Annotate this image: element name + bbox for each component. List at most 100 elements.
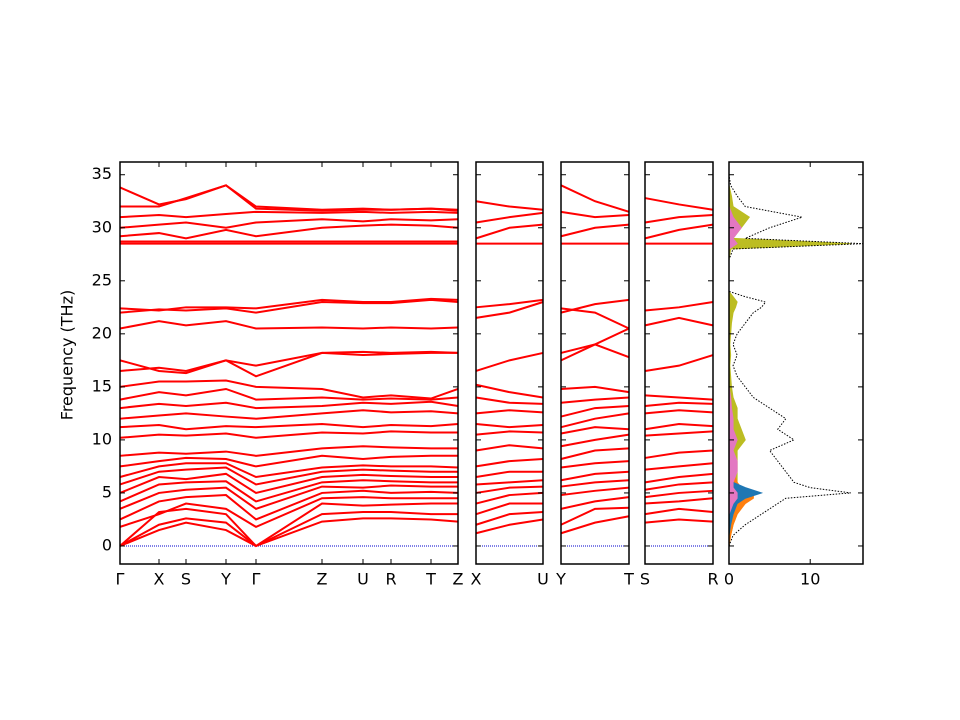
- band: [119, 184, 459, 212]
- band: [560, 412, 630, 429]
- panel-frame: [119, 161, 459, 565]
- y-tick-label: 25: [92, 270, 112, 289]
- band: [560, 298, 630, 314]
- band: [119, 320, 459, 330]
- band: [644, 354, 714, 372]
- band: [119, 298, 459, 314]
- band: [119, 379, 459, 400]
- band: [119, 484, 458, 510]
- y-tick-label: 10: [92, 429, 112, 448]
- band: [119, 502, 458, 548]
- band: [560, 223, 630, 238]
- total-dos: [728, 174, 864, 547]
- x-tick-label: Z: [453, 570, 464, 589]
- band: [644, 430, 714, 437]
- x-tick-label: X: [154, 570, 165, 589]
- band: [475, 491, 544, 505]
- band: [560, 307, 630, 330]
- y-tick-label: 35: [92, 164, 112, 183]
- band: [644, 401, 714, 407]
- band: [644, 316, 714, 327]
- x-tick-label: 10: [800, 570, 820, 589]
- band: [560, 515, 630, 535]
- band: [475, 485, 544, 494]
- band: [475, 430, 544, 436]
- band: [560, 486, 630, 497]
- band: [119, 496, 458, 528]
- band: [560, 210, 630, 219]
- x-tick-label: Y: [555, 570, 566, 589]
- band: [475, 502, 543, 516]
- band: [560, 404, 630, 418]
- x-tick-label: T: [623, 570, 634, 589]
- band: [119, 466, 458, 486]
- band: [119, 454, 458, 468]
- band: [475, 422, 544, 429]
- band: [475, 479, 544, 486]
- band: [475, 511, 544, 526]
- band: [644, 394, 714, 401]
- x-tick-label: X: [471, 570, 482, 589]
- x-tick-label: R: [707, 570, 718, 589]
- band: [119, 422, 459, 431]
- band: [475, 383, 544, 399]
- band: [644, 481, 714, 491]
- band: [560, 470, 630, 482]
- band: [644, 518, 714, 524]
- band: [119, 511, 458, 548]
- band: [475, 518, 544, 535]
- band: [644, 214, 714, 224]
- band: [119, 462, 459, 479]
- panel-frame: [475, 161, 544, 565]
- y-tick-label: 30: [92, 217, 112, 236]
- band: [560, 433, 630, 448]
- band: [120, 184, 459, 211]
- x-tick-label: Γ: [116, 570, 125, 589]
- band: [560, 396, 630, 404]
- band: [475, 396, 544, 405]
- y-axis-label: Frequency (THz): [58, 290, 77, 420]
- band: [560, 343, 630, 359]
- band: [644, 197, 714, 211]
- band: [119, 387, 459, 401]
- band: [475, 470, 543, 479]
- x-tick-label: Γ: [252, 570, 261, 589]
- band: [560, 496, 630, 510]
- x-tick-label: U: [357, 570, 369, 589]
- x-tick-label: S: [640, 570, 650, 589]
- y-tick-label: 0: [102, 535, 112, 554]
- x-tick-label: Z: [317, 570, 328, 589]
- band: [119, 223, 459, 240]
- band: [644, 507, 714, 516]
- band: [560, 426, 630, 435]
- band: [560, 460, 630, 469]
- y-tick-label: 5: [102, 482, 112, 501]
- band: [475, 298, 544, 309]
- x-tick-label: R: [385, 570, 396, 589]
- y-tick-label: 15: [92, 376, 112, 395]
- x-tick-label: 0: [724, 570, 734, 589]
- band: [644, 472, 714, 484]
- band: [119, 472, 458, 495]
- x-tick-label: U: [537, 570, 549, 589]
- panel-frame: [728, 161, 864, 565]
- band: [560, 184, 630, 213]
- band: [119, 445, 458, 457]
- band: [475, 200, 544, 211]
- band: [644, 489, 714, 499]
- band: [560, 479, 630, 488]
- band: [475, 211, 544, 224]
- band: [560, 447, 630, 460]
- band: [119, 409, 459, 420]
- band: [644, 462, 714, 471]
- band: [560, 385, 630, 394]
- band: [644, 449, 714, 459]
- band: [644, 409, 714, 415]
- band: [119, 210, 459, 219]
- band: [119, 350, 459, 375]
- band: [560, 506, 630, 526]
- band: [475, 409, 544, 415]
- band: [119, 400, 459, 410]
- band: [644, 301, 714, 312]
